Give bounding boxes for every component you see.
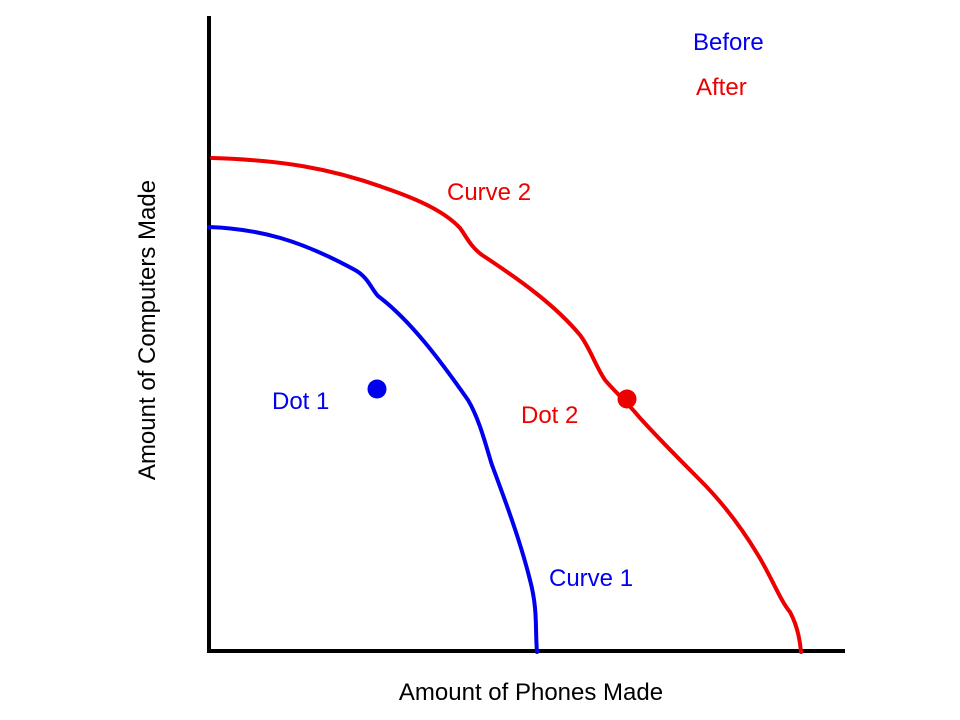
dot-2-marker (617, 389, 637, 409)
curve-1-label: Curve 1 (549, 565, 633, 592)
dot-2-label: Dot 2 (521, 402, 578, 429)
legend-after: After (696, 74, 747, 101)
legend-before: Before (693, 29, 764, 56)
curve-1-line (207, 225, 539, 654)
dot-1-label: Dot 1 (272, 388, 329, 415)
dot-1-marker (367, 379, 387, 399)
x-axis-label: Amount of Phones Made (399, 679, 663, 706)
curve-2-label: Curve 2 (447, 179, 531, 206)
y-axis-label: Amount of Computers Made (134, 180, 161, 480)
curve-2-line (210, 156, 803, 654)
